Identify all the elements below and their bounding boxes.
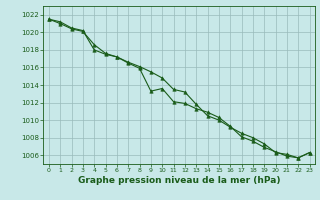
X-axis label: Graphe pression niveau de la mer (hPa): Graphe pression niveau de la mer (hPa) xyxy=(78,176,280,185)
